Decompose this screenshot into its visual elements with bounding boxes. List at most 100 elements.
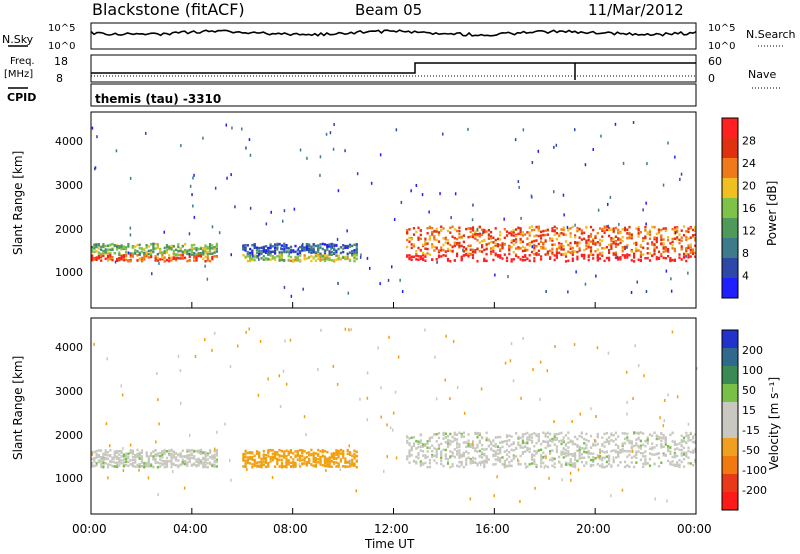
velocity-echo [444, 441, 447, 444]
power-echo [540, 237, 543, 240]
velocity-echo [170, 452, 173, 456]
velocity-echo [678, 463, 681, 467]
power-echo [433, 238, 436, 241]
power-echo [283, 242, 286, 246]
power-echo [553, 145, 555, 149]
velocity-echo [408, 452, 411, 455]
velocity-echo [612, 456, 614, 460]
power-echo [642, 246, 645, 249]
power-echo [555, 256, 558, 259]
power-echo [680, 236, 683, 239]
power-echo [660, 228, 663, 232]
power-echo [442, 237, 445, 240]
velocity-echo [655, 452, 658, 456]
velocity-echo [651, 434, 654, 437]
velocity-echo [326, 463, 329, 466]
velocity-echo [350, 328, 352, 332]
power-echo [635, 227, 638, 230]
velocity-echo [215, 465, 218, 468]
velocity-echo [621, 432, 624, 435]
velocity-colorbar-tick-label: -50 [742, 444, 760, 457]
velocity-echo [469, 459, 472, 462]
power-echo [456, 252, 459, 256]
velocity-echo [474, 457, 477, 460]
velocity-echo [177, 464, 180, 467]
power-echo [104, 257, 107, 260]
velocity-echo [639, 439, 642, 443]
power-echo [303, 254, 306, 257]
velocity-echo [533, 449, 536, 453]
velocity-echo [551, 440, 554, 443]
velocity-echo [540, 454, 543, 457]
velocity-echo [204, 460, 207, 464]
velocity-echo [152, 465, 155, 469]
power-echo [326, 257, 329, 261]
velocity-echo [424, 461, 427, 465]
power-echo [512, 234, 515, 237]
velocity-echo [596, 454, 599, 457]
velocity-echo [456, 446, 459, 449]
power-echo [665, 269, 668, 273]
power-echo [431, 246, 434, 249]
power-echo [428, 210, 430, 214]
velocity-y-tick-label: 3000 [55, 385, 83, 398]
power-echo [170, 259, 173, 262]
velocity-echo [599, 451, 601, 454]
power-echo [143, 256, 146, 260]
power-echo [530, 229, 534, 232]
velocity-echo [573, 464, 575, 468]
velocity-echo [451, 435, 454, 439]
velocity-echo [594, 457, 597, 460]
velocity-echo [107, 476, 109, 480]
power-echo [262, 249, 265, 252]
velocity-echo [335, 461, 338, 464]
velocity-echo [560, 453, 563, 456]
power-echo [199, 247, 203, 251]
power-echo [614, 245, 617, 248]
power-echo [519, 230, 522, 234]
velocity-echo [308, 457, 311, 461]
velocity-echo [574, 458, 577, 461]
power-echo [355, 257, 358, 261]
power-echo [476, 233, 479, 236]
velocity-echo [526, 441, 529, 445]
velocity-echo [687, 461, 690, 465]
power-echo [530, 240, 534, 244]
velocity-echo [494, 450, 497, 453]
velocity-echo [342, 453, 345, 457]
power-echo [645, 290, 648, 293]
power-echo [639, 243, 642, 247]
velocity-echo [485, 431, 488, 435]
power-echo [102, 251, 105, 255]
power-echo [138, 251, 141, 255]
power-echo [490, 230, 493, 234]
velocity-echo [519, 446, 522, 449]
power-echo [116, 257, 119, 261]
velocity-echo [440, 456, 443, 460]
velocity-echo [296, 451, 299, 454]
velocity-echo [428, 439, 431, 442]
power-echo [451, 249, 454, 253]
velocity-echo [651, 453, 654, 456]
velocity-echo [355, 450, 358, 454]
power-echo [319, 243, 322, 246]
power-echo [551, 243, 554, 247]
velocity-echo [242, 457, 245, 460]
velocity-echo [410, 445, 413, 449]
velocity-echo [255, 450, 259, 453]
velocity-echo [170, 455, 173, 458]
power-echo [603, 231, 606, 235]
power-echo [104, 250, 107, 253]
velocity-echo [271, 452, 274, 455]
velocity-echo [592, 456, 595, 459]
power-echo [458, 232, 461, 236]
velocity-echo [283, 455, 286, 459]
power-echo [671, 228, 674, 231]
power-echo [274, 250, 277, 253]
power-echo [251, 243, 254, 247]
velocity-echo [125, 452, 128, 456]
power-echo [617, 228, 620, 232]
velocity-echo [134, 454, 137, 457]
power-echo [231, 126, 233, 130]
velocity-echo [285, 449, 288, 452]
